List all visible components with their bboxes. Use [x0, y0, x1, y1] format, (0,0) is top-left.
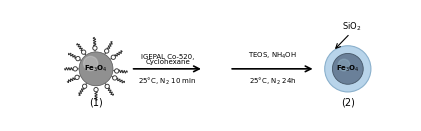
Circle shape: [112, 76, 117, 80]
Circle shape: [104, 49, 109, 53]
Circle shape: [83, 56, 98, 71]
Circle shape: [79, 52, 113, 86]
Text: (2): (2): [341, 97, 355, 107]
Circle shape: [333, 53, 363, 84]
Circle shape: [93, 46, 97, 50]
Circle shape: [94, 88, 98, 92]
Circle shape: [73, 67, 77, 71]
Text: TEOS, NH$_4$OH: TEOS, NH$_4$OH: [248, 51, 297, 61]
Circle shape: [105, 84, 109, 89]
Text: 25°C, N$_2$ 10 min: 25°C, N$_2$ 10 min: [139, 76, 197, 87]
Circle shape: [111, 55, 115, 59]
Circle shape: [338, 59, 350, 71]
Text: IGEPAL Co-520,: IGEPAL Co-520,: [141, 54, 195, 60]
Text: Fe$_3$O$_4$: Fe$_3$O$_4$: [84, 64, 108, 74]
Circle shape: [75, 75, 79, 80]
Circle shape: [76, 56, 80, 61]
Circle shape: [115, 69, 119, 73]
Text: Fe$_3$O$_4$: Fe$_3$O$_4$: [336, 64, 360, 74]
Circle shape: [325, 46, 371, 92]
Text: 25°C, N$_2$ 24h: 25°C, N$_2$ 24h: [249, 76, 296, 87]
Circle shape: [82, 50, 86, 54]
Circle shape: [83, 84, 87, 88]
Text: Cyclohexane: Cyclohexane: [145, 59, 190, 65]
Text: SiO$_2$: SiO$_2$: [342, 21, 361, 33]
Text: (1): (1): [89, 97, 103, 107]
